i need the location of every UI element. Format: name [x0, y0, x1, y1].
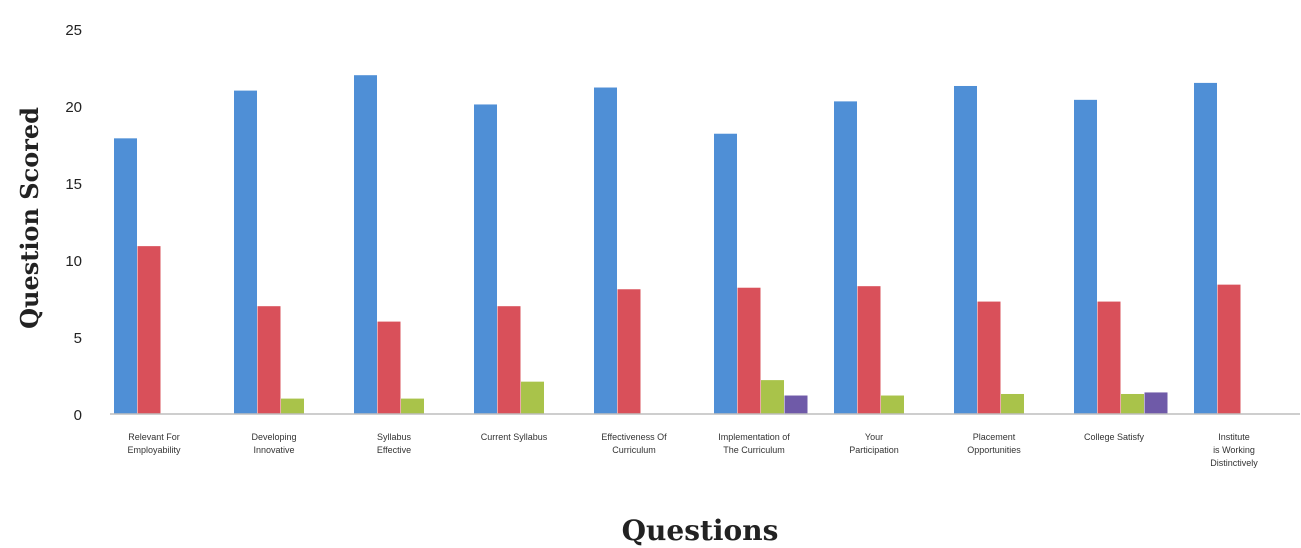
- bar-series2-5: [737, 287, 761, 414]
- bar-series1-3: [474, 104, 497, 415]
- y-axis-ticks: 0 5 10 15 20 25: [65, 22, 82, 424]
- bar-series2-0: [137, 246, 161, 414]
- x-category-label-8: College Satisfy: [1084, 432, 1145, 442]
- y-tick-label-1: 5: [74, 330, 82, 347]
- bar-series3-8: [1121, 393, 1144, 414]
- bar-series2-7: [977, 301, 1001, 414]
- y-tick-label-2: 10: [65, 253, 82, 270]
- y-tick-label-3: 15: [65, 176, 82, 193]
- bar-series2-3: [497, 306, 521, 414]
- x-category-label-0: Relevant For Employability: [127, 432, 181, 455]
- bar-series2-2: [377, 321, 401, 414]
- bar-series2-9: [1217, 284, 1241, 414]
- bar-series1-1: [234, 90, 257, 414]
- bar-series1-9: [1194, 82, 1217, 415]
- bar-series3-7: [1001, 393, 1024, 414]
- bar-series1-2: [354, 75, 377, 414]
- x-category-label-6: Your Participation: [849, 432, 899, 455]
- bar-series4-8: [1144, 392, 1168, 414]
- bar-series1-5: [714, 133, 737, 414]
- bar-series2-6: [857, 286, 881, 414]
- x-category-label-3: Current Syllabus: [481, 432, 548, 442]
- plot-area: [114, 75, 1241, 415]
- x-category-label-9: Institute is Working Distinctively: [1210, 432, 1258, 468]
- bar-series4-5: [784, 395, 808, 414]
- x-axis-title: Questions: [622, 514, 779, 547]
- x-category-label-4: Effectiveness Of Curriculum: [601, 432, 667, 455]
- bar-series1-8: [1074, 99, 1097, 414]
- x-category-label-7: Placement Opportunities: [967, 432, 1021, 455]
- x-axis-categories: Relevant For Employability Developing Innov…: [127, 432, 1258, 468]
- x-category-label-5: Implementation of The Curriculum: [718, 432, 790, 455]
- bar-series3-1: [281, 398, 304, 414]
- bar-series1-0: [114, 138, 137, 414]
- bar-series1-7: [954, 85, 977, 414]
- bar-series3-3: [521, 381, 544, 414]
- bar-series2-4: [617, 289, 641, 414]
- bar-series3-2: [401, 398, 424, 414]
- bar-series2-1: [257, 306, 281, 414]
- bar-series3-5: [761, 380, 784, 414]
- bar-series1-4: [594, 87, 617, 415]
- bar-series3-6: [881, 395, 904, 414]
- x-category-label-2: Syllabus Effective: [377, 432, 412, 455]
- y-axis-title: Question Scored: [15, 107, 44, 329]
- bar-series2-8: [1097, 301, 1121, 414]
- y-tick-label-4: 20: [65, 99, 82, 116]
- x-category-label-1: Developing Innovative: [251, 432, 296, 455]
- y-tick-label-5: 25: [65, 22, 82, 39]
- bar-series1-6: [834, 101, 857, 414]
- y-tick-label-0: 0: [74, 407, 82, 424]
